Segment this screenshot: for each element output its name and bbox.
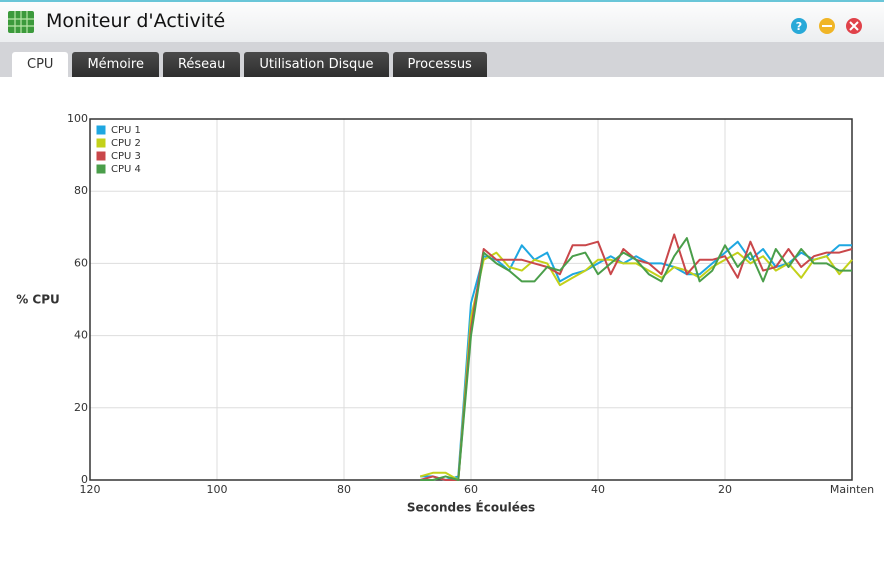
help-button[interactable]: ? bbox=[791, 18, 807, 34]
legend-swatch bbox=[95, 150, 107, 162]
x-tick-label: Mainten bbox=[830, 483, 874, 496]
chart: 0 20 40 60 80 100 120 100 80 60 40 20 Mainten % CPU Se… bbox=[16, 112, 874, 515]
series-line bbox=[420, 240, 852, 481]
legend-swatch bbox=[95, 124, 107, 136]
window-title: Moniteur d'Activité bbox=[46, 10, 226, 32]
tabs: CPU Mémoire Réseau Utilisation Disque Proces… bbox=[12, 52, 487, 77]
y-tick-label: 100 bbox=[67, 112, 88, 125]
tab[interactable]: CPU bbox=[12, 52, 69, 77]
legend-swatch bbox=[95, 163, 107, 175]
y-tick-label: 80 bbox=[74, 184, 88, 197]
svg-text:?: ? bbox=[796, 20, 802, 33]
x-tick-label: 40 bbox=[591, 483, 605, 496]
close-button[interactable] bbox=[846, 18, 862, 34]
series-line bbox=[419, 233, 853, 481]
tab[interactable]: Processus bbox=[392, 52, 487, 77]
series-line bbox=[420, 237, 852, 481]
x-tick-label: 60 bbox=[464, 483, 478, 496]
tab[interactable]: Réseau bbox=[162, 52, 241, 77]
y-tick-label: 60 bbox=[74, 256, 88, 269]
tab[interactable]: Utilisation Disque bbox=[244, 52, 389, 77]
legend-label: CPU 2 bbox=[111, 138, 141, 149]
tab-bar: CPU Mémoire Réseau Utilisation Disque Proces… bbox=[0, 42, 884, 77]
legend-swatch bbox=[95, 137, 107, 149]
tab[interactable]: Mémoire bbox=[72, 52, 159, 77]
y-tick-label: 40 bbox=[74, 329, 88, 342]
legend-label: CPU 1 bbox=[111, 125, 141, 136]
minimize-button[interactable] bbox=[819, 18, 835, 34]
legend-label: CPU 4 bbox=[111, 164, 141, 175]
legend-label: CPU 3 bbox=[111, 151, 141, 162]
x-tick-label: 120 bbox=[80, 483, 101, 496]
x-tick-label: 80 bbox=[337, 483, 351, 496]
y-tick-label: 0 bbox=[81, 473, 88, 486]
window-controls: ? bbox=[791, 18, 862, 34]
app-icon bbox=[8, 11, 34, 33]
title-bar: Moniteur d'Activité ? bbox=[0, 0, 884, 42]
series-line bbox=[419, 251, 853, 481]
y-tick-label: 20 bbox=[74, 401, 88, 414]
x-axis-label: Secondes Écoulées bbox=[407, 500, 535, 515]
y-axis-label: % CPU bbox=[16, 293, 60, 307]
x-tick-label: 100 bbox=[207, 483, 228, 496]
plot-border bbox=[89, 118, 853, 481]
x-tick-label: 20 bbox=[718, 483, 732, 496]
